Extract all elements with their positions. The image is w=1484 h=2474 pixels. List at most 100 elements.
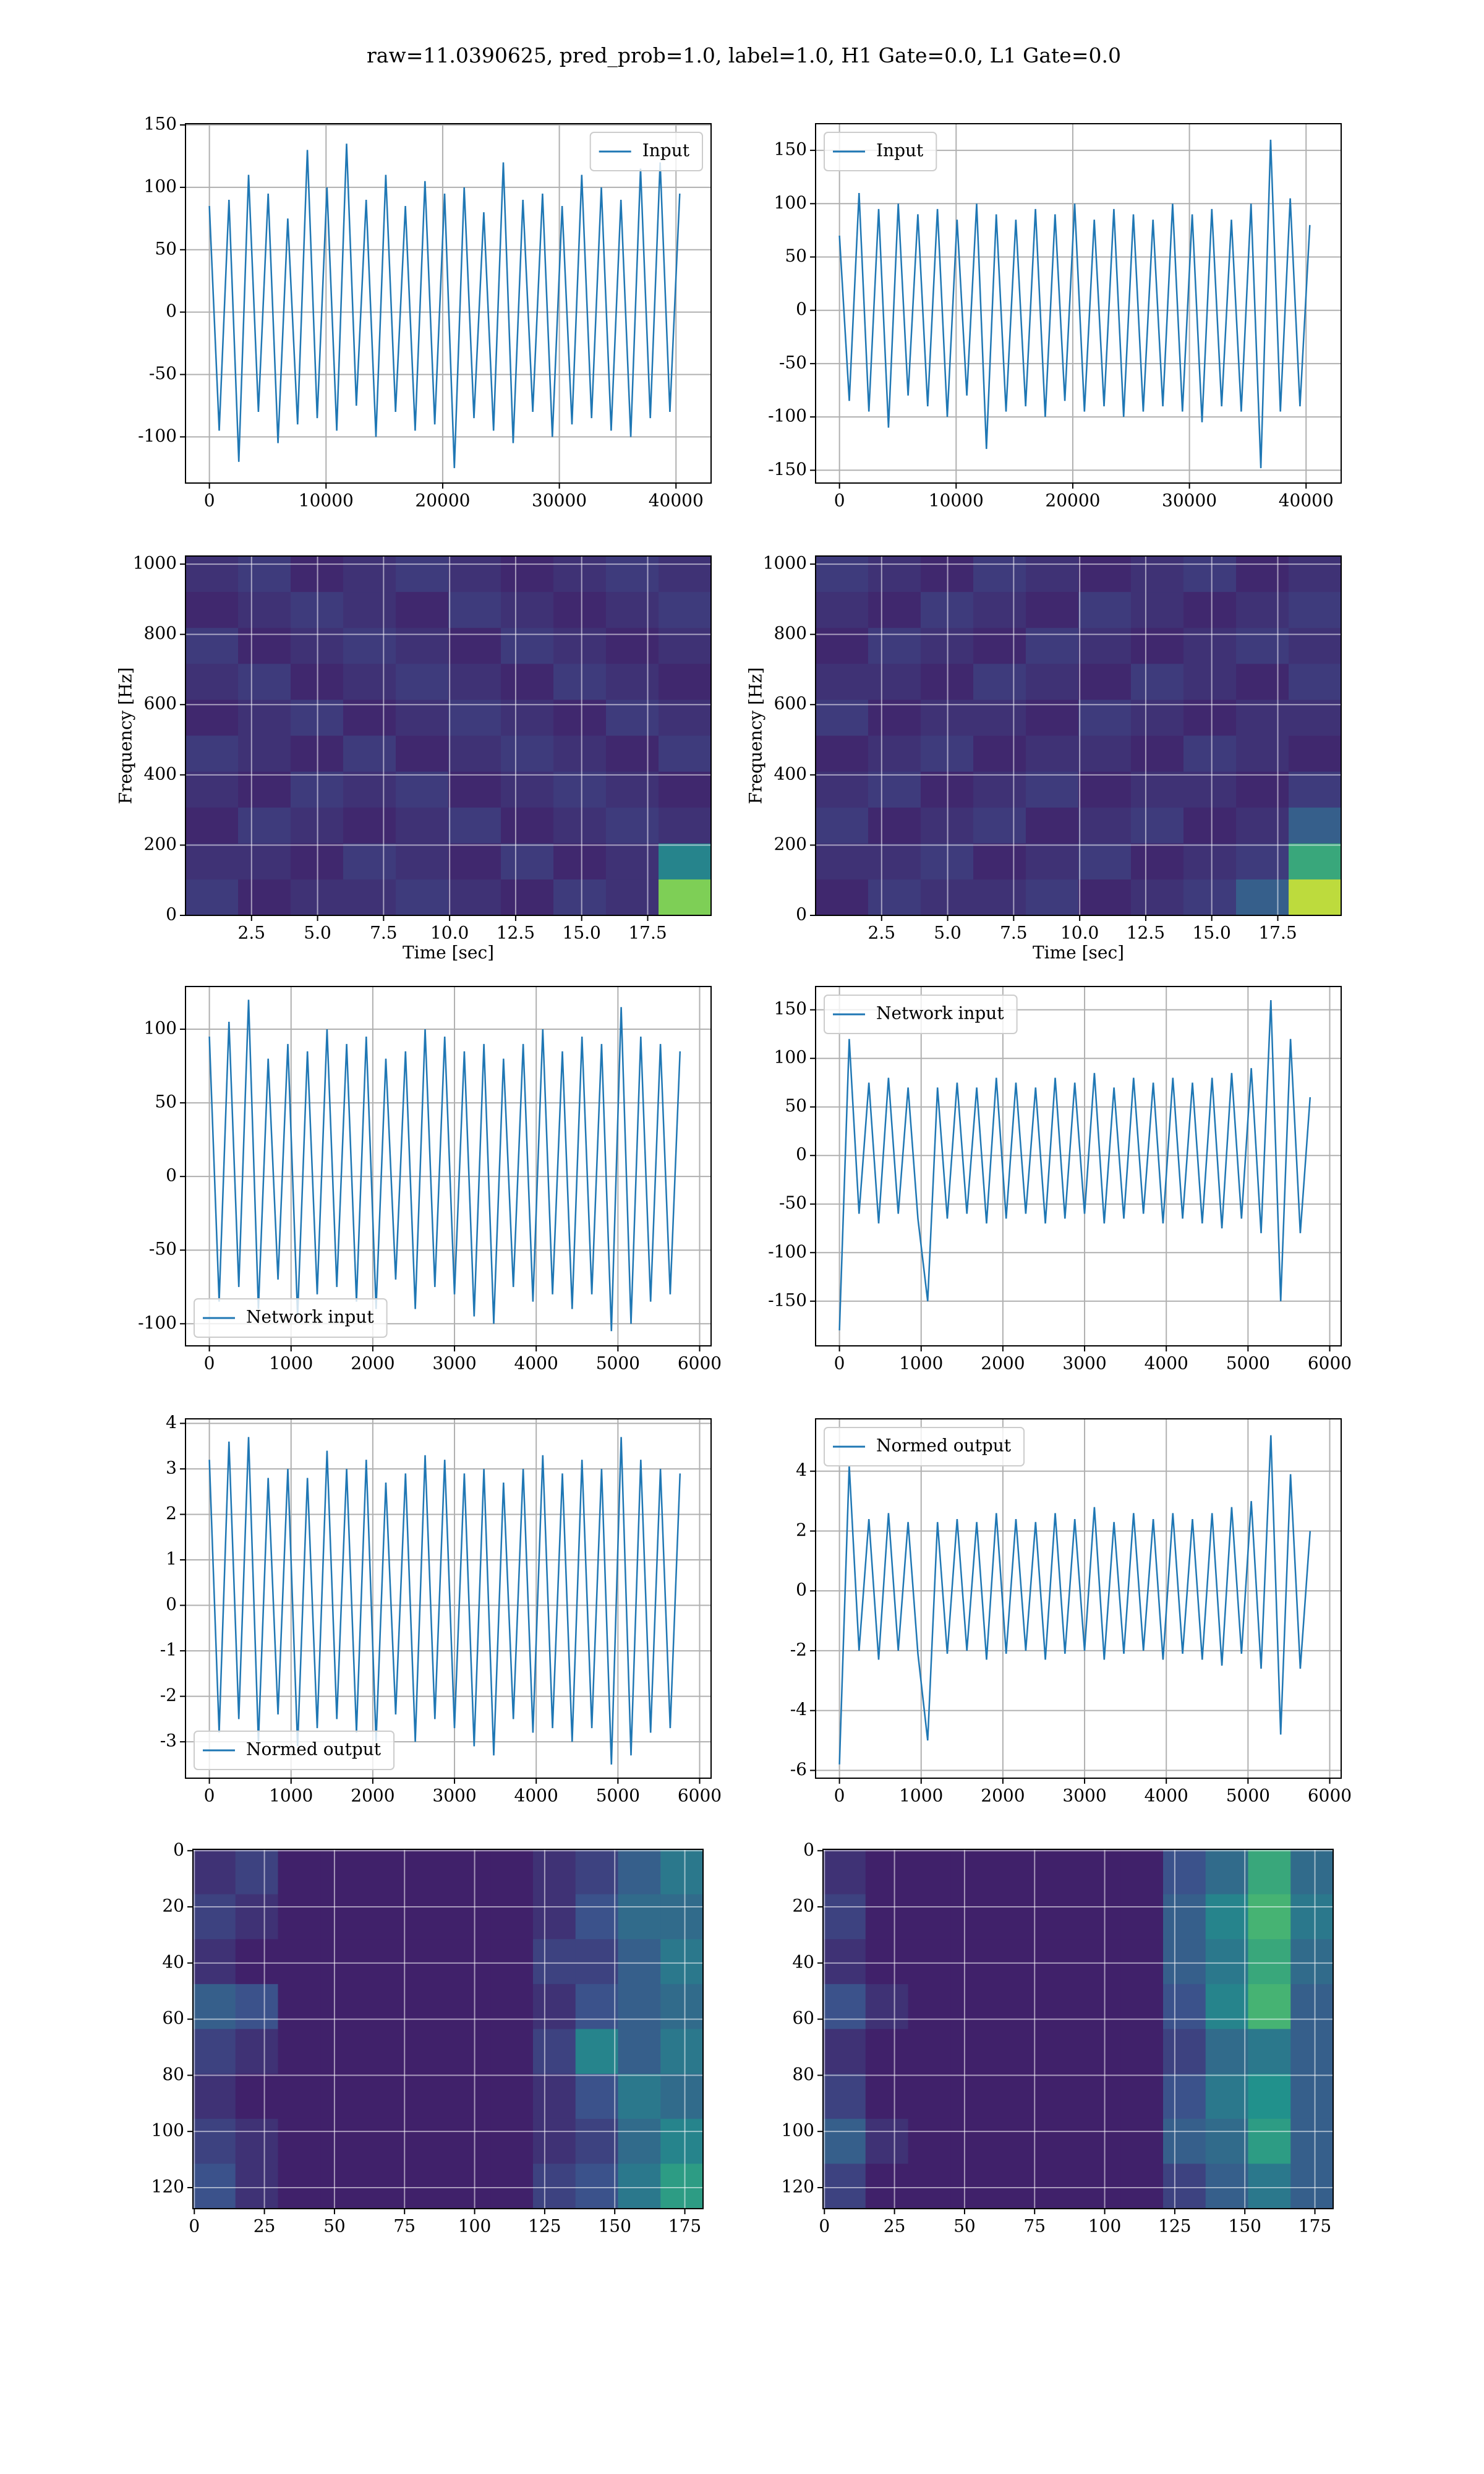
heat-cell	[1183, 807, 1237, 844]
heat-cell	[659, 700, 712, 737]
x-tick-label: 0	[204, 1786, 215, 1806]
y-tick-label: 0	[166, 301, 177, 321]
y-tick-label: 400	[774, 763, 807, 784]
heat-cell	[1120, 2164, 1164, 2209]
x-tick-label: 40000	[1279, 490, 1334, 511]
heat-cell	[193, 2118, 236, 2164]
heat-cell	[1078, 1984, 1121, 2030]
heat-cell	[868, 664, 921, 700]
y-tick-label: 0	[796, 1580, 807, 1600]
heat-cell	[816, 664, 869, 700]
heat-cell	[1131, 592, 1184, 628]
y-tick-label: 100	[151, 2120, 184, 2141]
x-tick-label: 10000	[929, 490, 984, 511]
heat-cell	[396, 556, 449, 593]
x-tick-label: 125	[1158, 2216, 1191, 2236]
heat-cell	[659, 771, 712, 808]
y-tick-label: 600	[144, 693, 177, 714]
heat-cell	[1290, 1894, 1334, 1940]
y-tick-label: 3	[166, 1457, 177, 1478]
heat-cell	[343, 628, 396, 664]
heat-cell	[1078, 735, 1132, 773]
heat-cell	[868, 592, 921, 628]
heat-cell	[396, 735, 449, 773]
heat-cell	[1205, 2118, 1249, 2164]
y-tick-label: 1000	[763, 553, 807, 573]
heat-cell	[1026, 664, 1079, 700]
heat-cell	[186, 628, 239, 664]
axes-frame	[185, 555, 712, 916]
heat-cell	[606, 628, 659, 664]
heat-cell	[1120, 1939, 1164, 1985]
heat-cell	[1026, 807, 1079, 844]
heat-cell	[1290, 2074, 1334, 2120]
heat-cell	[660, 2118, 704, 2164]
legend-box	[824, 132, 937, 171]
subplot: 0 10000 20000 30000 40000 -150 -100 -50 0 50 100 15…	[768, 123, 1342, 511]
x-tick-label: 2.5	[238, 923, 266, 943]
y-tick-label: -100	[138, 1312, 177, 1333]
heat-cell	[816, 879, 869, 916]
heat-cell	[1236, 556, 1289, 593]
heat-cell	[575, 1894, 619, 1940]
x-tick-label: 4000	[514, 1786, 558, 1806]
heat-cell	[973, 556, 1026, 593]
y-tick-label: -2	[790, 1639, 807, 1659]
heat-cell	[950, 2029, 994, 2074]
heat-cell	[1035, 2074, 1079, 2120]
y-tick-label: 4	[166, 1412, 177, 1432]
heat-cell	[618, 2074, 661, 2120]
x-tick-label: 150	[1228, 2216, 1261, 2236]
x-tick-label: 7.5	[370, 923, 398, 943]
x-tick-label: 5000	[596, 1786, 640, 1806]
heat-cell	[186, 700, 239, 737]
heat-cell	[1026, 771, 1079, 808]
heat-cell	[1248, 1984, 1291, 2030]
heat-cell	[320, 2029, 364, 2074]
heat-cell	[448, 1849, 491, 1895]
heat-cell	[606, 556, 659, 593]
heat-cell	[1205, 1849, 1249, 1895]
heat-cell	[973, 879, 1026, 916]
heat-cell	[823, 1849, 866, 1895]
heat-cell	[823, 2164, 866, 2209]
y-tick-label: -50	[149, 363, 177, 383]
heat-cell	[1078, 664, 1132, 700]
heat-cell	[618, 2118, 661, 2164]
heat-cell	[575, 1939, 619, 1985]
heat-cell	[823, 2074, 866, 2120]
x-tick-label: 0	[819, 2216, 830, 2236]
heat-cell	[186, 735, 239, 773]
heat-cell	[238, 807, 291, 844]
heat-cell	[553, 771, 607, 808]
y-tick-label: 20	[792, 1896, 814, 1916]
x-tick-label: 1000	[269, 1353, 313, 1374]
heat-cell	[1078, 2164, 1121, 2209]
heat-cell	[320, 2074, 364, 2120]
heat-cell	[606, 807, 659, 844]
y-tick-label: 1	[166, 1548, 177, 1569]
x-tick-label: 2.5	[868, 923, 896, 943]
x-tick-label: 50	[953, 2216, 976, 2236]
heat-cell	[235, 1984, 279, 2030]
x-tick-label: 2000	[981, 1353, 1025, 1374]
axes-frame	[815, 123, 1342, 484]
heat-cell	[1290, 1984, 1334, 2030]
heat-cell	[1183, 664, 1237, 700]
heat-cell	[490, 2029, 534, 2074]
y-tick-label: -50	[779, 352, 807, 372]
heat-cell	[405, 1984, 449, 2030]
y-tick-label: 2	[796, 1520, 807, 1540]
heat-cell	[448, 556, 501, 593]
heat-cell	[448, 628, 501, 664]
line-series	[208, 143, 681, 468]
heat-cell	[238, 879, 291, 916]
heat-cell	[405, 2118, 449, 2164]
heat-cell	[490, 2118, 534, 2164]
heat-cell	[363, 2164, 406, 2209]
heat-cell	[278, 1894, 321, 1940]
heat-cell	[320, 1984, 364, 2030]
heat-cell	[816, 628, 869, 664]
x-tick-label: 17.5	[628, 923, 667, 943]
heat-cell	[533, 1849, 576, 1895]
